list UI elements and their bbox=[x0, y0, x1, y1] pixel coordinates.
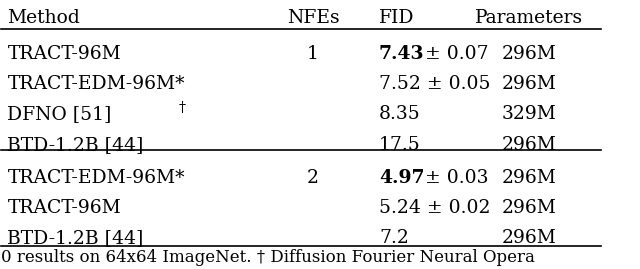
Text: DFNO [51]: DFNO [51] bbox=[8, 105, 112, 123]
Text: 17.5: 17.5 bbox=[379, 136, 420, 154]
Text: ± 0.03: ± 0.03 bbox=[419, 169, 488, 186]
Text: 7.43: 7.43 bbox=[379, 45, 424, 63]
Text: Method: Method bbox=[8, 9, 80, 27]
Text: 2: 2 bbox=[307, 169, 319, 186]
Text: 5.24 ± 0.02: 5.24 ± 0.02 bbox=[379, 199, 490, 217]
Text: FID: FID bbox=[379, 9, 415, 27]
Text: TRACT-96M: TRACT-96M bbox=[8, 45, 121, 63]
Text: Parameters: Parameters bbox=[475, 9, 583, 27]
Text: 296M: 296M bbox=[501, 229, 556, 247]
Text: 296M: 296M bbox=[501, 45, 556, 63]
Text: NFEs: NFEs bbox=[287, 9, 339, 27]
Text: 7.2: 7.2 bbox=[379, 229, 409, 247]
Text: 329M: 329M bbox=[501, 105, 556, 123]
Text: TRACT-EDM-96M*: TRACT-EDM-96M* bbox=[8, 169, 185, 186]
Text: 296M: 296M bbox=[501, 136, 556, 154]
Text: 296M: 296M bbox=[501, 199, 556, 217]
Text: 296M: 296M bbox=[501, 75, 556, 93]
Text: BTD-1.2B [44]: BTD-1.2B [44] bbox=[8, 136, 144, 154]
Text: 296M: 296M bbox=[501, 169, 556, 186]
Text: 1: 1 bbox=[307, 45, 319, 63]
Text: 0 results on 64x64 ImageNet. † Diffusion Fourier Neural Opera: 0 results on 64x64 ImageNet. † Diffusion… bbox=[1, 249, 535, 266]
Text: TRACT-EDM-96M*: TRACT-EDM-96M* bbox=[8, 75, 185, 93]
Text: †: † bbox=[178, 101, 185, 115]
Text: BTD-1.2B [44]: BTD-1.2B [44] bbox=[8, 229, 144, 247]
Text: 7.52 ± 0.05: 7.52 ± 0.05 bbox=[379, 75, 490, 93]
Text: 8.35: 8.35 bbox=[379, 105, 420, 123]
Text: TRACT-96M: TRACT-96M bbox=[8, 199, 121, 217]
Text: 4.97: 4.97 bbox=[379, 169, 424, 186]
Text: ± 0.07: ± 0.07 bbox=[419, 45, 488, 63]
